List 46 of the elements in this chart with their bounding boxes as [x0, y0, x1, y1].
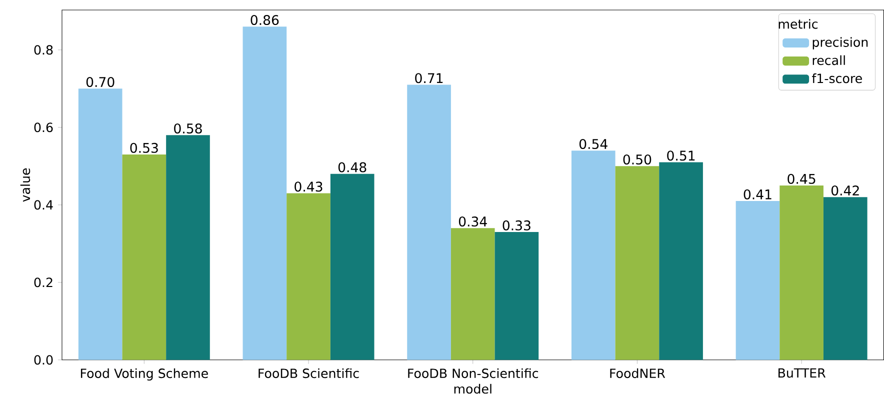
data-label: 0.86 — [250, 15, 279, 26]
legend-label: f1-score — [812, 73, 862, 84]
y-tick-label: 0.0 — [34, 355, 53, 365]
data-label: 0.50 — [623, 154, 652, 165]
data-label: 0.54 — [579, 139, 608, 150]
bar — [571, 150, 616, 360]
data-label: 0.45 — [788, 174, 816, 184]
bar — [286, 193, 330, 360]
y-tick-label: 0.4 — [34, 200, 53, 210]
bar — [823, 197, 868, 360]
bar — [407, 84, 451, 360]
legend-title: metric — [778, 19, 818, 29]
legend-label: recall — [812, 55, 845, 66]
bar — [78, 88, 122, 360]
bar — [736, 201, 780, 360]
x-tick-label: BuTTER — [778, 368, 826, 378]
x-tick-label: FooDB Non-Scientific — [408, 368, 538, 378]
y-tick-label: 0.2 — [34, 278, 52, 288]
bar — [330, 174, 374, 360]
data-label: 0.70 — [86, 77, 114, 88]
bar — [166, 135, 210, 360]
data-label: 0.71 — [415, 73, 443, 84]
data-label: 0.43 — [294, 182, 322, 192]
legend-label: precision — [812, 37, 868, 50]
y-axis-title: value — [20, 168, 30, 202]
data-label: 0.48 — [338, 162, 366, 172]
x-tick-label: FoodNER — [610, 368, 666, 378]
bar — [242, 26, 287, 360]
bar — [494, 232, 539, 360]
y-tick-label: 0.8 — [34, 45, 53, 55]
data-label: 0.51 — [667, 150, 695, 161]
x-tick-label: Food Voting Scheme — [80, 368, 208, 381]
bar — [450, 228, 495, 360]
bar — [615, 166, 660, 360]
y-tick-label: 0.6 — [34, 122, 53, 132]
x-axis-title: model — [454, 384, 492, 394]
x-tick-label: FooDB Scientific — [258, 368, 359, 378]
data-label: 0.53 — [130, 142, 158, 153]
data-label: 0.58 — [174, 124, 202, 134]
bar — [659, 162, 703, 360]
bar — [780, 186, 824, 360]
data-label: 0.33 — [502, 220, 530, 230]
data-label: 0.42 — [831, 186, 859, 196]
data-label: 0.34 — [458, 216, 487, 227]
data-label: 0.41 — [744, 189, 772, 200]
bar — [122, 154, 166, 360]
